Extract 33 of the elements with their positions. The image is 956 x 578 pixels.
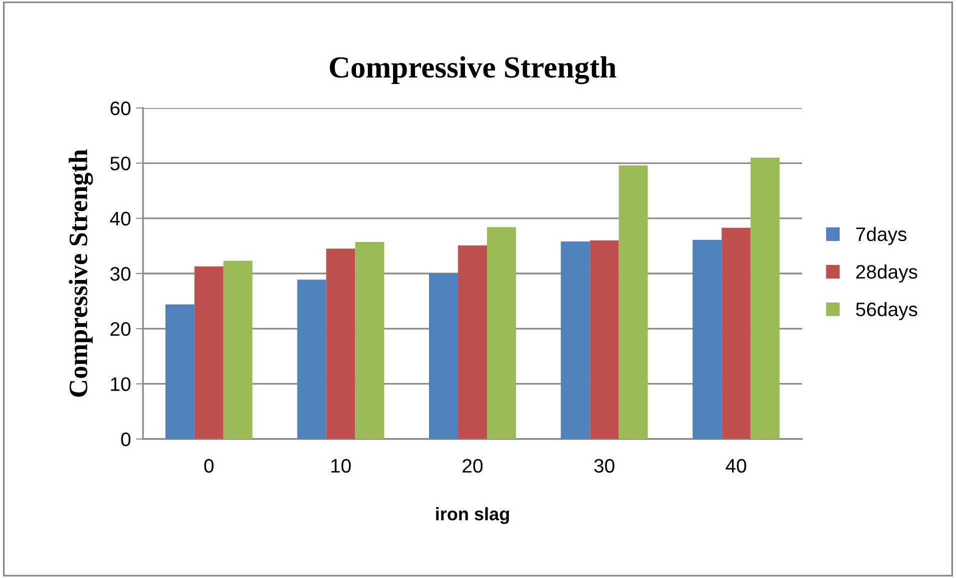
x-tick-label: 20 [462, 458, 483, 473]
y-tick-label: 30 [110, 266, 130, 281]
legend-label: 28days [856, 264, 918, 283]
x-tick-label: 30 [594, 458, 614, 473]
y-tick-label: 10 [111, 377, 130, 392]
legend-label: 7days [856, 226, 906, 245]
x-tick-label: 40 [726, 458, 746, 473]
bar [223, 260, 252, 439]
bar [297, 280, 326, 439]
x-axis-title: iron slag [436, 507, 509, 524]
y-tick-label: 40 [110, 212, 130, 226]
legend-label: 56days [856, 302, 918, 320]
bar [458, 245, 487, 439]
bar [487, 227, 516, 439]
chart-title: Compressive Strength [330, 56, 616, 84]
y-axis-title: Compressive Strength [68, 149, 93, 397]
x-tick-label: 10 [331, 458, 351, 473]
bar [560, 242, 590, 439]
bar [618, 165, 648, 439]
bar [692, 240, 722, 439]
bar [194, 266, 224, 439]
bar [165, 304, 194, 439]
bar [750, 158, 780, 439]
bar [355, 242, 384, 439]
bar [326, 248, 356, 439]
bar [590, 240, 619, 439]
y-tick-label: 60 [110, 101, 130, 116]
x-tick-label: 0 [204, 458, 214, 473]
bar [429, 274, 458, 439]
y-tick-label: 20 [110, 322, 130, 336]
y-tick-label: 0 [121, 432, 130, 446]
y-tick-label: 50 [110, 156, 130, 170]
bar [722, 228, 751, 439]
